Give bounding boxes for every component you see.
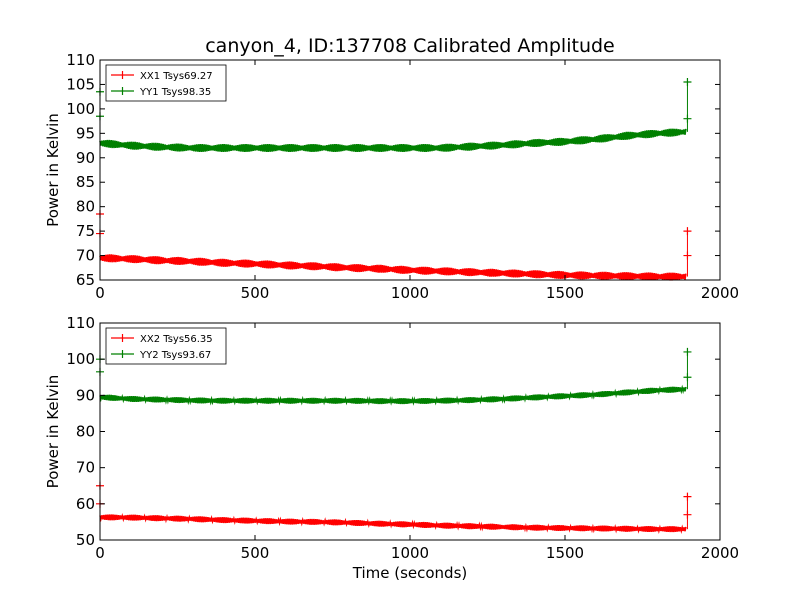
p1-y-axis-label: Power in Kelvin [44,375,62,489]
p1-x-tick-label-0: 0 [95,544,105,562]
p0-series-0 [96,210,692,281]
p0-x-tick-label-1: 500 [241,284,270,302]
p1-x-tick-label-2: 1000 [391,544,429,562]
p1-x-tick-label-3: 1500 [546,544,584,562]
p0-y-tick-label-6: 95 [76,124,95,142]
p0-y-tick-label-9: 110 [66,51,95,69]
p1-legend-box [105,327,227,365]
p0-y-tick-label-4: 85 [76,173,95,191]
p0-series-1-spike-1-marker-1 [683,114,692,123]
p0-x-tick-label-4: 2000 [701,284,739,302]
p1-legend-label-0: XX2 Tsys56.35 [140,334,213,345]
p0-y-tick-label-7: 100 [66,100,95,118]
p0-series-1-line [99,128,687,153]
p0-legend-label-1: YY1 Tsys98.35 [139,87,211,98]
p1-series-1-spike-1-marker-0 [683,347,692,356]
p1-x-tick-label-1: 500 [241,544,270,562]
p0-y-tick-label-8: 105 [66,75,95,93]
p1-y-tick-label-6: 110 [66,314,95,332]
p1-y-tick-label-1: 60 [76,495,95,513]
p1-series-1-spike-1-marker-1 [683,373,692,382]
p0-y-tick-label-2: 75 [76,222,95,240]
x-axis-label: Time (seconds) [352,564,468,582]
p0-x-tick-label-3: 1500 [546,284,584,302]
p0-y-tick-label-5: 90 [76,149,95,167]
p1-x-tick-label-4: 2000 [701,544,739,562]
p1-y-tick-label-3: 80 [76,423,95,441]
p0-series-0-spike-1-marker-1 [683,251,692,260]
p1-y-tick-label-5: 100 [66,350,95,368]
p1-y-tick-label-4: 90 [76,386,95,404]
p0-series-0-spike-1-marker-0 [683,227,692,236]
p0-x-tick-label-2: 1000 [391,284,429,302]
p0-y-tick-label-0: 65 [76,271,95,289]
p0-series-0-line [99,254,687,281]
p1-y-tick-label-2: 70 [76,459,95,477]
p1-series-0-spike-1-marker-1 [683,510,692,519]
p1-series-0-line [99,513,687,534]
p1-y-tick-label-0: 50 [76,531,95,549]
top-panel: 0 500 1000 1500 2000 65 70 75 80 85 90 95 100 105 110 P… [44,51,739,302]
p0-y-tick-label-1: 70 [76,247,95,265]
p0-y-tick-label-3: 80 [76,198,95,216]
chart-title: canyon_4, ID:137708 Calibrated Amplitude [205,35,615,57]
p1-legend-label-1: YY2 Tsys93.67 [139,350,211,361]
p0-y-axis-label: Power in Kelvin [44,113,62,227]
p1-series-0-spike-1-marker-0 [683,492,692,501]
p0-x-tick-label-0: 0 [95,284,105,302]
bottom-panel: 0 500 1000 1500 2000 50 60 70 80 90 100 110 Power in… [44,314,739,562]
p0-legend-box [105,64,227,102]
p0-series-1-spike-1-marker-0 [683,78,692,86]
p0-legend-label-0: XX1 Tsys69.27 [140,71,213,82]
p1-series-0 [96,481,692,534]
p1-series-1-line [99,384,687,406]
